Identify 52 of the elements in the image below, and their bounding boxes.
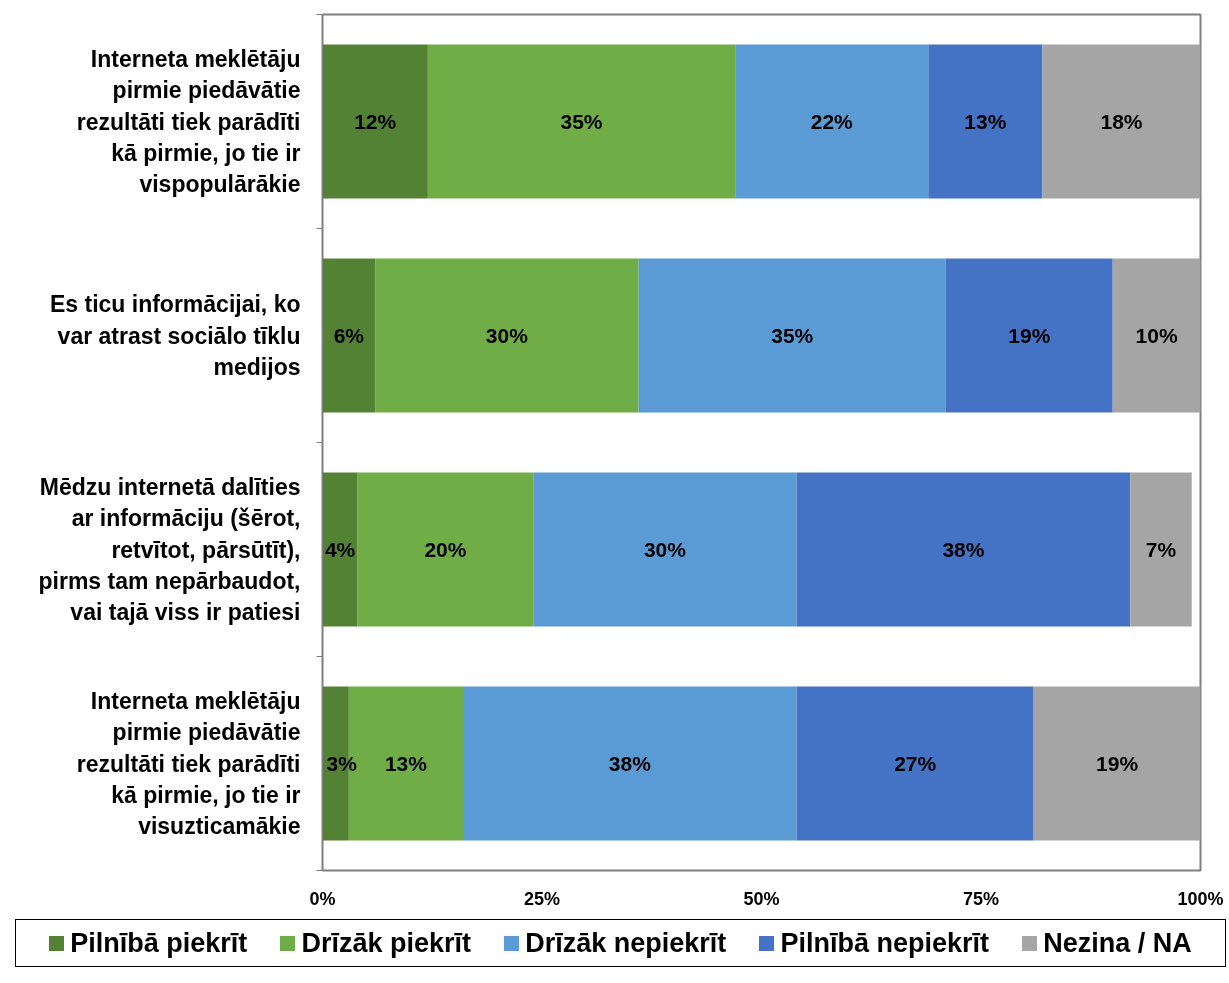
legend-label: Pilnībā piekrīt [70, 926, 248, 960]
x-tick-label: 75% [962, 888, 1000, 909]
x-tick-label: 100% [1177, 888, 1224, 909]
bar [796, 472, 1131, 627]
bar [533, 472, 797, 627]
data-label: 18% [1100, 110, 1143, 133]
bar [322, 258, 376, 413]
data-label: 22% [810, 110, 854, 133]
data-label: 3% [326, 752, 358, 775]
x-tick-label: 50% [743, 888, 780, 909]
x-tick-label: 25% [523, 888, 561, 909]
bar [945, 258, 1113, 413]
legend-label: Pilnībā nepiekrīt [780, 926, 990, 960]
bar [375, 258, 639, 413]
y-tick-label: Mēdzu internetā dalīties ar informāciju (šērot, retvītot, pārsūtīt), pirms tam nepārbaudot, vai tajā viss ir patiesi [38, 474, 301, 625]
bar [322, 472, 358, 627]
bar [796, 686, 1034, 841]
bar [735, 44, 929, 199]
bar [462, 686, 797, 841]
data-label: 4% [324, 538, 356, 561]
data-label: 7% [1145, 538, 1177, 561]
bar [427, 44, 736, 199]
data-label: 30% [643, 538, 687, 561]
legend-label: Nezina / NA [1043, 926, 1192, 960]
y-tick-label: Es ticu informācijai, ko var atrast sociālo tīklu medijos [49, 291, 301, 380]
y-tick-label: Interneta meklētāju pirmie piedāvātie rezultāti tiek parādīti kā pirmie, jo tie ir visuzticamākie [76, 688, 301, 839]
data-label: 10% [1135, 324, 1178, 347]
data-label: 19% [1096, 752, 1139, 775]
data-label: 35% [560, 110, 603, 133]
data-label: 19% [1008, 324, 1051, 347]
bar [357, 472, 534, 627]
bar [1112, 258, 1201, 413]
data-label: 30% [485, 324, 529, 347]
data-label: 13% [964, 110, 1007, 133]
data-label: 20% [424, 538, 467, 561]
bar [1042, 44, 1201, 199]
data-label: 35% [771, 324, 814, 347]
bar [322, 44, 428, 199]
data-label: 38% [942, 538, 985, 561]
data-label: 6% [333, 324, 365, 347]
data-label: 38% [608, 752, 652, 775]
bar [1130, 472, 1192, 627]
legend-label: Drīzāk piekrīt [301, 926, 471, 960]
y-tick-label: Interneta meklētāju pirmie piedāvātie rezultāti tiek parādīti kā pirmie, jo tie ir vispopulārākie [76, 46, 301, 197]
data-label: 27% [894, 752, 937, 775]
data-label: 12% [354, 110, 397, 133]
bar [638, 258, 946, 413]
bar [928, 44, 1043, 199]
bar [1033, 686, 1201, 841]
data-label: 13% [384, 752, 428, 775]
legend-label: Drīzāk nepiekrīt [525, 926, 727, 960]
x-tick-label: 0% [309, 888, 336, 909]
